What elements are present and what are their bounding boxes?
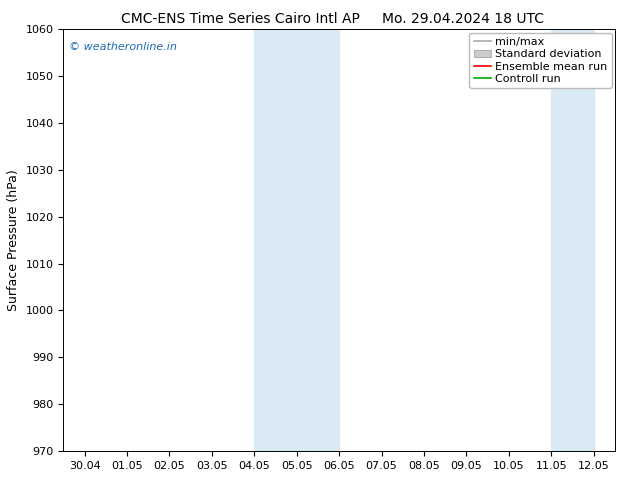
Y-axis label: Surface Pressure (hPa): Surface Pressure (hPa): [7, 169, 20, 311]
Text: CMC-ENS Time Series Cairo Intl AP: CMC-ENS Time Series Cairo Intl AP: [122, 12, 360, 26]
Legend: min/max, Standard deviation, Ensemble mean run, Controll run: min/max, Standard deviation, Ensemble me…: [469, 33, 612, 88]
Text: Mo. 29.04.2024 18 UTC: Mo. 29.04.2024 18 UTC: [382, 12, 544, 26]
Bar: [552, 29, 594, 451]
Bar: [254, 29, 297, 451]
Bar: [297, 29, 339, 451]
Text: © weatheronline.in: © weatheronline.in: [69, 42, 177, 52]
